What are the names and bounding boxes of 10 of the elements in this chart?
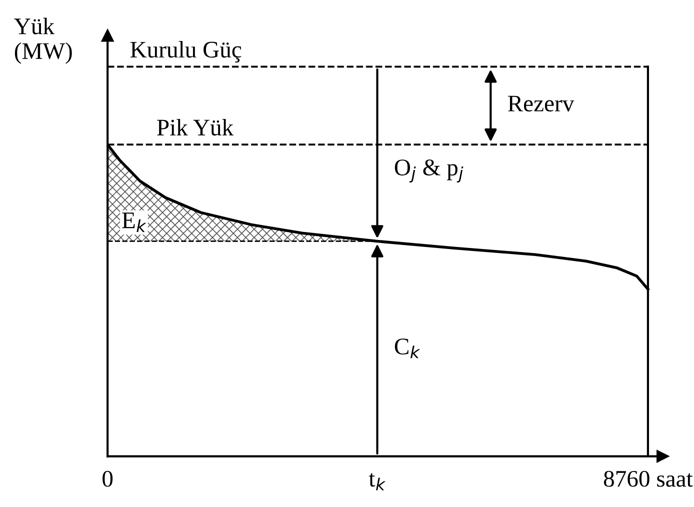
ref-line-label: Kurulu Güç <box>130 41 242 62</box>
annotation: C$_{k}$ <box>394 338 420 358</box>
annotation: O$_{j}$ & p$_{j}$ <box>394 160 464 183</box>
x-tick-label: 8760 saat <box>604 470 693 487</box>
x-tick-label: t$_{k}$ <box>368 473 386 490</box>
x-tick-label: 0 <box>102 470 113 487</box>
y-axis-title: Yük (MW) <box>14 18 72 64</box>
annotation: E$_{k}$ <box>122 212 146 232</box>
text: Rezerv <box>508 96 574 112</box>
ref-line-label: Pik Yük <box>157 118 234 136</box>
